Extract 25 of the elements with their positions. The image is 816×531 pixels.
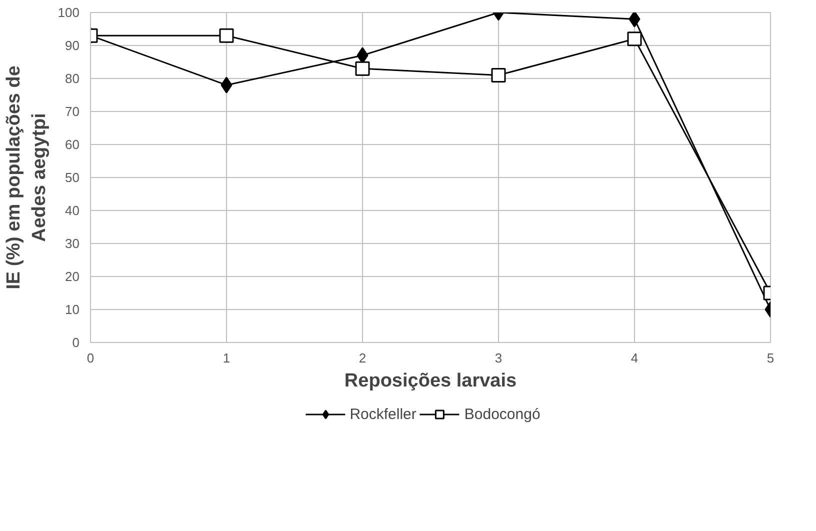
y-tick-label: 70 — [65, 104, 80, 119]
x-tick-label: 2 — [358, 350, 366, 366]
y-tick-label: 10 — [65, 302, 80, 317]
x-tick-label: 3 — [494, 350, 502, 366]
point — [220, 76, 232, 94]
y-tick-label: 20 — [65, 269, 80, 284]
y-tick-label: 90 — [65, 38, 80, 53]
point — [491, 68, 506, 82]
y-tick-label: 30 — [65, 236, 80, 251]
y-tick-label: 0 — [72, 335, 80, 350]
x-tick-label: 5 — [766, 350, 774, 366]
y-tick-label: 40 — [65, 203, 80, 218]
y-tick-label: 100 — [58, 5, 80, 20]
x-tick-label: 0 — [86, 350, 94, 366]
y-tick-label: 60 — [65, 137, 80, 152]
y-axis-title: IE (%) em populações de Aedes aegytpi — [4, 66, 50, 290]
y-tick-label: 50 — [65, 170, 80, 185]
x-axis-title: Reposições larvais — [344, 370, 517, 392]
x-tick-label: 1 — [222, 350, 230, 366]
legend-label: Bodocongó — [464, 406, 540, 422]
legend-label: Rockfeller — [350, 406, 416, 422]
y-tick-label: 80 — [65, 71, 80, 86]
point — [219, 28, 234, 43]
x-tick-label: 4 — [630, 350, 638, 366]
point — [355, 61, 370, 76]
